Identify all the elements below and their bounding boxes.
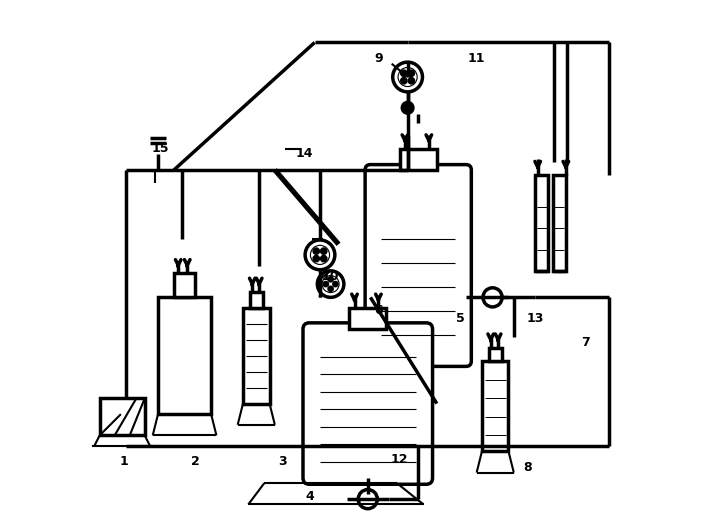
Circle shape bbox=[409, 79, 413, 83]
Circle shape bbox=[358, 490, 377, 509]
Circle shape bbox=[314, 256, 318, 261]
Circle shape bbox=[324, 282, 328, 286]
Circle shape bbox=[402, 102, 413, 113]
Text: 1: 1 bbox=[119, 456, 128, 468]
Bar bbox=[489, 348, 502, 361]
Circle shape bbox=[305, 240, 335, 270]
Circle shape bbox=[322, 276, 339, 293]
Circle shape bbox=[409, 71, 413, 75]
Bar bbox=[400, 149, 437, 170]
Text: 4: 4 bbox=[305, 490, 314, 503]
Text: 15: 15 bbox=[152, 142, 169, 155]
Bar bbox=[243, 308, 269, 404]
Circle shape bbox=[314, 249, 318, 253]
Bar bbox=[250, 292, 263, 308]
Circle shape bbox=[329, 287, 333, 290]
Text: 5: 5 bbox=[457, 312, 465, 325]
Bar bbox=[350, 308, 386, 329]
Text: 8: 8 bbox=[523, 461, 531, 474]
Text: 10: 10 bbox=[322, 270, 340, 282]
Text: 13: 13 bbox=[526, 312, 544, 325]
Circle shape bbox=[402, 79, 406, 83]
Circle shape bbox=[322, 249, 326, 253]
FancyBboxPatch shape bbox=[365, 165, 471, 366]
Text: 11: 11 bbox=[468, 52, 486, 65]
Circle shape bbox=[318, 271, 344, 297]
Circle shape bbox=[311, 245, 330, 264]
Circle shape bbox=[398, 67, 417, 87]
Bar bbox=[482, 361, 508, 451]
Circle shape bbox=[322, 256, 326, 261]
Circle shape bbox=[329, 278, 333, 281]
Text: 9: 9 bbox=[374, 52, 383, 65]
Bar bbox=[174, 273, 195, 297]
FancyBboxPatch shape bbox=[303, 323, 432, 484]
Bar bbox=[158, 297, 211, 414]
Circle shape bbox=[334, 282, 337, 286]
Circle shape bbox=[393, 62, 423, 92]
Bar bbox=[535, 175, 548, 271]
Text: 14: 14 bbox=[296, 148, 313, 160]
Bar bbox=[552, 175, 566, 271]
Circle shape bbox=[402, 71, 406, 75]
Text: 3: 3 bbox=[279, 456, 287, 468]
Text: 6: 6 bbox=[374, 304, 383, 317]
Text: 12: 12 bbox=[391, 453, 408, 466]
Bar bbox=[100, 398, 145, 435]
Text: 2: 2 bbox=[191, 456, 199, 468]
Text: 7: 7 bbox=[581, 336, 590, 349]
Circle shape bbox=[483, 288, 502, 307]
